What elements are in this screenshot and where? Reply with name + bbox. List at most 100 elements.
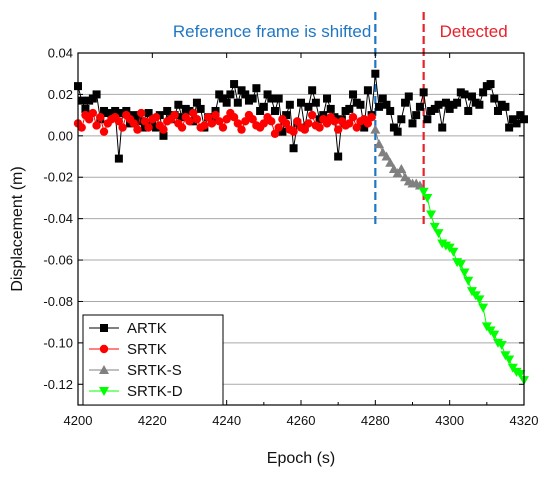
legend-marker-srtk-s — [99, 365, 109, 374]
point-srtk-d-12 — [463, 276, 474, 286]
point-srtk-d-0 — [418, 187, 429, 197]
y-tick-label-6: -0.08 — [43, 294, 73, 309]
point-srtk-62 — [304, 119, 313, 128]
point-artk-115 — [501, 102, 510, 111]
legend-marker-artk — [100, 324, 108, 332]
point-artk-23 — [159, 131, 168, 140]
point-srtk-s-4 — [385, 157, 396, 167]
y-tick-label-4: -0.04 — [43, 211, 73, 226]
y-tick-label-8: -0.12 — [43, 377, 73, 392]
point-srtk-50 — [259, 119, 269, 128]
point-srtk-d-19 — [489, 330, 500, 340]
annotation-label-1: Detected — [440, 22, 508, 41]
y-tick-label-7: -0.10 — [43, 335, 73, 350]
point-srtk-35 — [203, 112, 213, 122]
point-artk-92 — [415, 102, 424, 111]
point-srtk-53 — [270, 129, 280, 138]
point-srtk-d-2 — [426, 210, 437, 220]
point-artk-49 — [256, 106, 265, 115]
point-srtk-73 — [345, 119, 354, 128]
point-artk-22 — [155, 111, 164, 120]
point-artk-112 — [490, 94, 499, 103]
point-srtk-s-3 — [381, 151, 392, 161]
point-artk-56 — [282, 111, 291, 120]
point-artk-57 — [285, 100, 294, 109]
point-artk-87 — [397, 115, 406, 124]
point-srtk-3 — [84, 115, 94, 124]
legend-marker-srtk — [99, 344, 109, 354]
point-srtk-11 — [114, 117, 124, 126]
point-srtk-65 — [315, 123, 324, 132]
point-srtk-61 — [300, 125, 309, 134]
series-markers-srtk — [73, 108, 376, 138]
point-srtk-d-8 — [448, 247, 459, 257]
point-artk-21 — [152, 123, 161, 132]
point-artk-38 — [215, 90, 224, 99]
point-artk-40 — [222, 98, 231, 107]
y-tick-label-1: 0.02 — [48, 87, 73, 102]
point-artk-19 — [144, 109, 153, 118]
x-tick-label-4: 4280 — [361, 413, 390, 428]
point-srtk-21 — [151, 112, 161, 122]
point-artk-91 — [412, 111, 421, 120]
point-artk-64 — [311, 98, 320, 107]
point-srtk-79 — [367, 112, 376, 122]
point-artk-98 — [438, 123, 447, 132]
point-artk-63 — [308, 86, 317, 95]
point-artk-106 — [467, 92, 476, 101]
point-srtk-34 — [200, 121, 209, 130]
point-artk-80 — [371, 69, 380, 78]
point-artk-94 — [423, 115, 432, 124]
point-artk-97 — [434, 100, 443, 109]
point-artk-16 — [133, 113, 142, 122]
point-srtk-56 — [281, 119, 291, 128]
point-srtk-36 — [207, 119, 216, 128]
point-srtk-44 — [237, 125, 246, 134]
point-srtk-d-26 — [515, 369, 526, 379]
point-srtk-45 — [241, 117, 250, 126]
point-artk-102 — [453, 98, 462, 107]
point-srtk-d-15 — [474, 295, 485, 305]
point-artk-70 — [334, 152, 343, 161]
series-markers-srtk-d — [418, 187, 529, 386]
point-srtk-69 — [330, 117, 339, 126]
point-srtk-d-11 — [459, 268, 470, 278]
point-artk-89 — [404, 92, 413, 101]
y-tick-label-3: -0.02 — [43, 170, 73, 185]
point-artk-44 — [237, 86, 246, 95]
point-srtk-12 — [118, 123, 127, 132]
point-srtk-28 — [177, 123, 187, 132]
legend-label-artk: ARTK — [127, 320, 167, 337]
legend-layer: ARTK SRTK SRTK-S SRTK-D — [82, 314, 224, 406]
point-srtk-d-10 — [455, 260, 466, 270]
point-srtk-37 — [211, 110, 220, 120]
point-artk-83 — [382, 100, 391, 109]
y-axis-title: Displacement (m) — [9, 166, 26, 291]
point-artk-43 — [233, 98, 242, 107]
point-srtk-19 — [144, 123, 153, 132]
point-srtk-s-12 — [414, 180, 425, 190]
point-artk-24 — [163, 106, 172, 115]
annotation-label-0: Reference frame is shifted — [173, 22, 371, 41]
point-artk-85 — [389, 123, 398, 132]
point-srtk-40 — [222, 115, 231, 124]
point-artk-93 — [419, 88, 428, 97]
point-srtk-d-3 — [429, 222, 440, 232]
point-artk-82 — [378, 94, 387, 103]
point-artk-39 — [218, 94, 227, 103]
point-artk-67 — [323, 94, 332, 103]
point-artk-86 — [393, 127, 402, 136]
point-artk-54 — [274, 94, 283, 103]
point-artk-58 — [289, 144, 298, 153]
point-srtk-s-0 — [370, 124, 381, 134]
point-srtk-26 — [170, 110, 179, 120]
point-srtk-54 — [274, 123, 283, 132]
point-artk-45 — [241, 90, 250, 99]
point-srtk-d-16 — [478, 303, 489, 313]
point-srtk-s-7 — [396, 163, 407, 173]
point-srtk-4 — [88, 108, 98, 118]
point-artk-53 — [270, 106, 279, 115]
point-srtk-23 — [159, 125, 168, 134]
point-artk-105 — [464, 106, 473, 115]
